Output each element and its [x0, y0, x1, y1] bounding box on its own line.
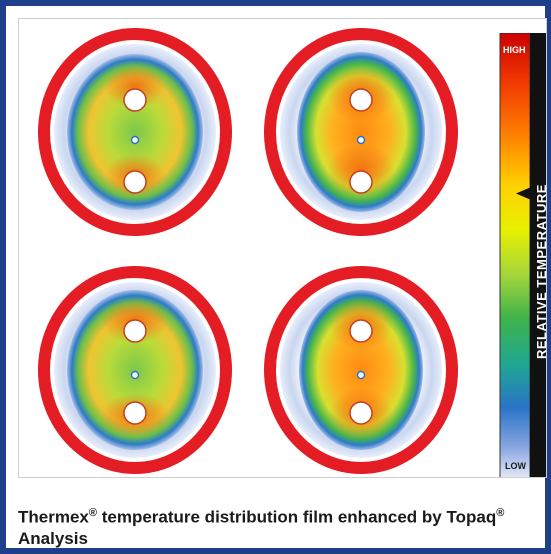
scale-high-label: HIGH [503, 45, 526, 55]
center-hole [130, 135, 140, 145]
hot-spot [105, 65, 165, 109]
figure-caption: Thermex® temperature distribution film e… [18, 503, 548, 549]
caption-registered-mark: ® [88, 507, 97, 519]
scale-axis-label: RELATIVE TEMPERATURE [534, 184, 547, 359]
caption-text: temperature distribution film enhanced b… [96, 507, 497, 527]
heat-pattern [67, 54, 203, 210]
bolt-hole [123, 170, 147, 194]
center-hole [356, 135, 366, 145]
caption-text-end: Analysis [18, 528, 88, 548]
bolt-hole [349, 88, 373, 112]
scale-color-bar [499, 33, 531, 477]
heat-pattern [67, 290, 203, 450]
bolt-hole [349, 319, 373, 343]
caption-brand: Thermex [18, 507, 89, 527]
bolt-hole [349, 401, 373, 425]
bolt-hole [123, 319, 147, 343]
film-disc-top-right [264, 28, 458, 236]
center-hole [356, 370, 366, 380]
center-hole [130, 370, 140, 380]
film-disc-bottom-right [264, 266, 458, 474]
thermal-image-panel: HIGH LOW RELATIVE TEMPERATURE [18, 18, 547, 478]
scale-indicator-arrow [516, 187, 530, 200]
scale-low-label: LOW [505, 461, 526, 471]
caption-registered-mark: ® [496, 507, 505, 519]
bolt-hole [349, 170, 373, 194]
hot-spot [327, 142, 395, 198]
film-disc-top-left [38, 28, 232, 236]
temperature-scale: HIGH LOW RELATIVE TEMPERATURE [499, 33, 547, 477]
bolt-hole [123, 401, 147, 425]
film-disc-bottom-left [38, 266, 232, 474]
bolt-hole [123, 88, 147, 112]
scale-axis-band [530, 33, 546, 477]
